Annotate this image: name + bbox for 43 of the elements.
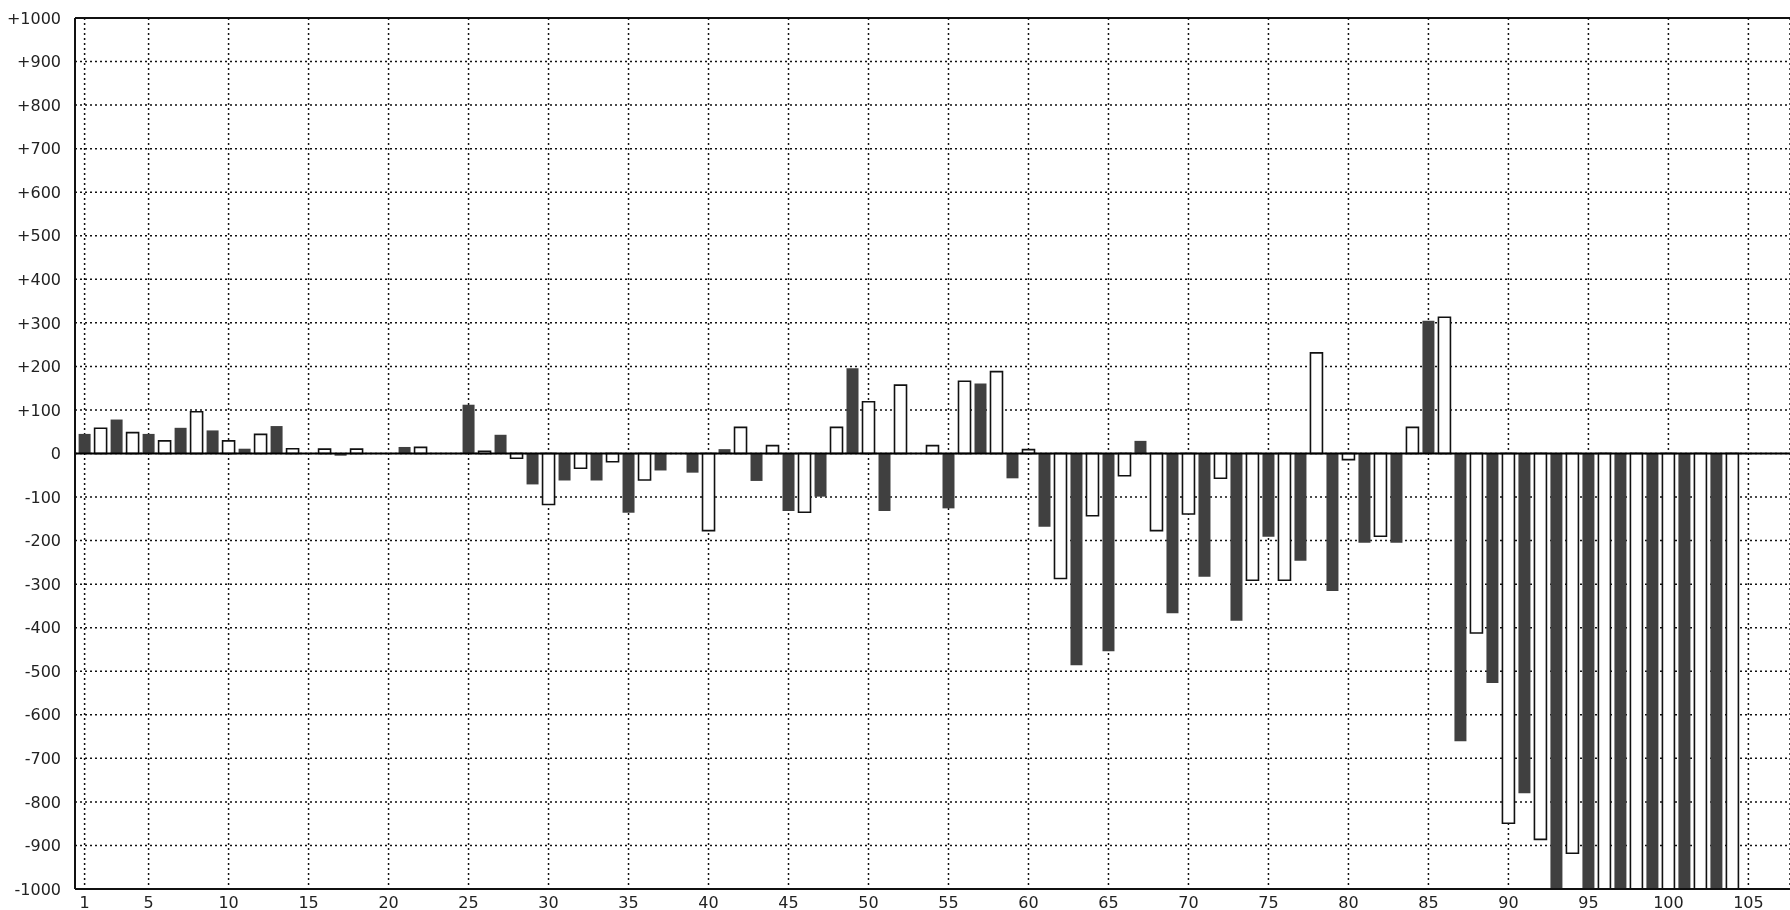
y-tick-label: +500 — [17, 226, 61, 246]
x-tick-label: 90 — [1498, 893, 1519, 910]
x-tick-label: 85 — [1418, 893, 1439, 910]
x-tick-label: 80 — [1338, 893, 1359, 910]
x-tick-label: 105 — [1733, 893, 1764, 910]
y-tick-label: +700 — [17, 139, 61, 159]
y-tick-label: -200 — [24, 531, 61, 551]
x-tick-label: 65 — [1098, 893, 1119, 910]
y-tick-label: +600 — [17, 182, 61, 202]
x-tick-label: 95 — [1578, 893, 1599, 910]
y-tick-label: +400 — [17, 269, 61, 289]
x-tick-label: 35 — [618, 893, 639, 910]
x-tick-label: 55 — [938, 893, 959, 910]
x-tick-label: 30 — [538, 893, 559, 910]
y-tick-label: 0 — [50, 444, 61, 464]
x-tick-label: 45 — [778, 893, 799, 910]
x-tick-label: 100 — [1653, 893, 1684, 910]
x-tick-label: 5 — [143, 893, 154, 910]
y-tick-label: -500 — [24, 661, 61, 681]
x-tick-label: 10 — [218, 893, 239, 910]
y-tick-label: -800 — [24, 792, 61, 812]
y-tick-label: -100 — [24, 487, 61, 507]
y-tick-label: -1000 — [14, 879, 61, 899]
x-tick-label: 15 — [298, 893, 319, 910]
x-tick-label: 25 — [458, 893, 479, 910]
x-tick-label: 60 — [1018, 893, 1039, 910]
y-tick-label: -400 — [24, 618, 61, 638]
y-tick-label: -600 — [24, 705, 61, 725]
y-tick-label: +900 — [17, 52, 61, 72]
x-tick-label: 40 — [698, 893, 719, 910]
x-tick-label: 70 — [1178, 893, 1199, 910]
y-tick-label: +100 — [17, 400, 61, 420]
x-tick-label: 50 — [858, 893, 879, 910]
x-tick-label: 75 — [1258, 893, 1279, 910]
y-tick-label: -900 — [24, 836, 61, 856]
y-tick-label: -700 — [24, 749, 61, 769]
y-tick-label: +800 — [17, 95, 61, 115]
y-tick-label: -300 — [24, 574, 61, 594]
x-tick-label: 20 — [378, 893, 399, 910]
y-tick-label: +200 — [17, 357, 61, 377]
y-tick-label: +300 — [17, 313, 61, 333]
x-tick-label: 1 — [79, 893, 90, 910]
y-tick-label: +1000 — [6, 8, 61, 28]
